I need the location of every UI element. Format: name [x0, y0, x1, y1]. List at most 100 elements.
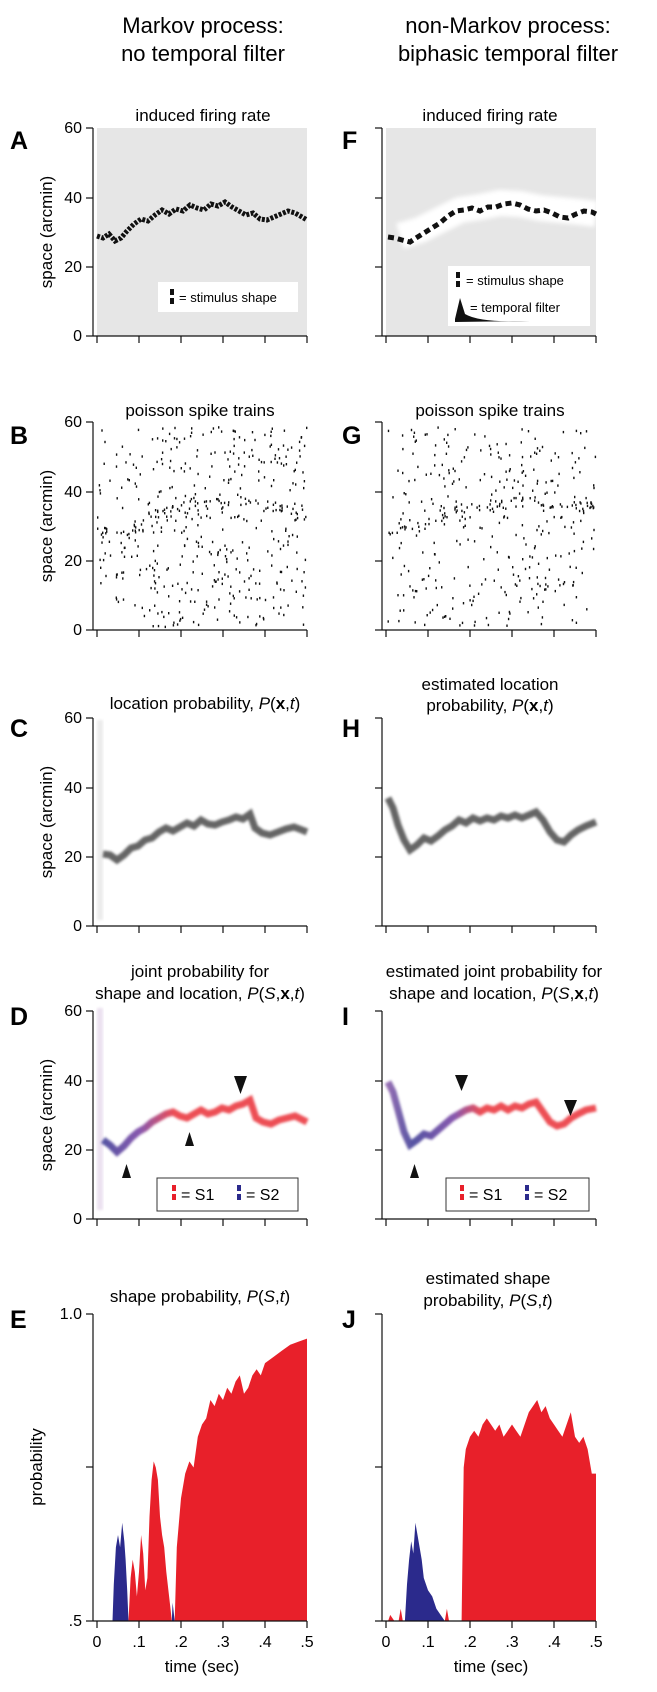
spike-mark	[273, 606, 275, 610]
panel-d-title-line2: shape and location, P(S,x,t)	[95, 984, 305, 1003]
spike-mark	[296, 535, 298, 538]
area-s2-segment-1	[171, 1602, 175, 1621]
spike-mark	[129, 453, 131, 456]
spike-mark	[536, 479, 539, 483]
spike-mark	[106, 530, 108, 533]
spike-mark	[489, 503, 491, 506]
spike-mark	[271, 564, 273, 567]
spike-mark	[498, 504, 501, 508]
spike-mark	[387, 620, 389, 623]
legend-s2: = S2	[246, 1187, 279, 1204]
spike-mark	[535, 452, 538, 455]
panel-e-title: shape probability, P(S,t)	[110, 1287, 290, 1306]
spike-mark	[574, 495, 576, 499]
panel-f-stimulus-trace	[387, 200, 598, 245]
spike-mark	[235, 616, 238, 619]
spike-mark	[521, 471, 523, 474]
spike-mark	[237, 463, 240, 466]
panel-h-probability-band	[384, 796, 598, 856]
spike-mark	[537, 501, 540, 504]
spike-mark	[205, 600, 208, 603]
spike-mark	[260, 519, 262, 522]
spike-mark	[431, 608, 434, 612]
spike-mark	[521, 428, 523, 431]
y-axis-label: space (arcmin)	[37, 1059, 56, 1171]
spike-mark	[217, 498, 219, 501]
spike-mark	[115, 465, 118, 468]
spike-mark	[178, 611, 181, 614]
spike-mark	[163, 615, 165, 619]
spike-mark	[217, 553, 219, 557]
spike-mark	[304, 558, 307, 562]
spike-mark	[156, 591, 159, 594]
tick-label: 60	[64, 120, 82, 137]
spike-mark	[442, 616, 444, 619]
spike-mark	[230, 477, 232, 481]
spike-mark	[402, 471, 404, 475]
spike-mark	[295, 590, 297, 593]
right-header-line1: non-Markov process:	[405, 13, 610, 38]
spike-mark	[223, 501, 226, 505]
left-header-line2: no temporal filter	[121, 41, 285, 66]
panel-j-x-ticks	[385, 1621, 597, 1628]
spike-mark	[405, 526, 407, 529]
spike-mark	[105, 532, 107, 535]
spike-mark	[469, 516, 471, 519]
spike-mark	[139, 473, 141, 476]
s2-icon	[237, 1185, 241, 1191]
spike-mark	[285, 463, 288, 466]
spike-mark	[572, 580, 575, 584]
spike-mark	[120, 531, 122, 535]
spike-mark	[186, 512, 189, 515]
spike-mark	[248, 546, 250, 549]
spike-mark	[412, 452, 414, 455]
spike-mark	[562, 430, 565, 434]
spike-mark	[572, 584, 574, 587]
spike-mark	[121, 445, 124, 448]
spike-mark	[515, 496, 517, 500]
spike-mark	[252, 454, 254, 457]
spike-mark	[506, 624, 508, 627]
spike-mark	[549, 506, 551, 509]
panel-c-title: location probability, P(x,t)	[110, 694, 301, 713]
spike-mark	[540, 533, 542, 536]
spike-mark	[294, 502, 296, 505]
area-s1-segment-0	[388, 1614, 395, 1621]
spike-mark	[584, 446, 586, 450]
spike-mark	[469, 584, 471, 587]
spike-mark	[448, 469, 450, 472]
spike-mark	[473, 595, 475, 598]
spike-mark	[471, 603, 473, 607]
spike-mark	[245, 502, 247, 506]
spike-mark	[160, 490, 162, 493]
spike-mark	[302, 606, 304, 609]
spike-mark	[163, 585, 165, 588]
spike-mark	[508, 610, 511, 614]
spike-mark	[173, 529, 176, 532]
spike-mark	[101, 429, 103, 432]
spike-mark	[582, 509, 585, 513]
spike-mark	[184, 494, 187, 498]
panel-e-y-ticks	[86, 1313, 93, 1622]
spike-mark	[296, 461, 298, 464]
panel-j-title-line2: probability, P(S,t)	[423, 1291, 552, 1310]
spike-mark	[145, 567, 148, 571]
spike-mark	[162, 427, 164, 430]
spike-mark	[183, 529, 185, 533]
spike-mark	[282, 444, 285, 447]
spike-mark	[523, 537, 525, 540]
spike-mark	[169, 466, 171, 469]
spike-mark	[541, 445, 544, 449]
spike-mark	[138, 498, 140, 501]
spike-mark	[490, 499, 492, 502]
spike-mark	[401, 434, 404, 437]
spike-mark	[157, 516, 160, 519]
spike-mark	[425, 587, 427, 590]
panel-letter-h: H	[342, 715, 360, 743]
spike-mark	[219, 493, 221, 496]
spike-mark	[161, 451, 164, 454]
spike-mark	[458, 478, 460, 481]
spike-mark	[392, 556, 394, 560]
spike-mark	[230, 551, 232, 554]
spike-mark	[173, 437, 176, 440]
